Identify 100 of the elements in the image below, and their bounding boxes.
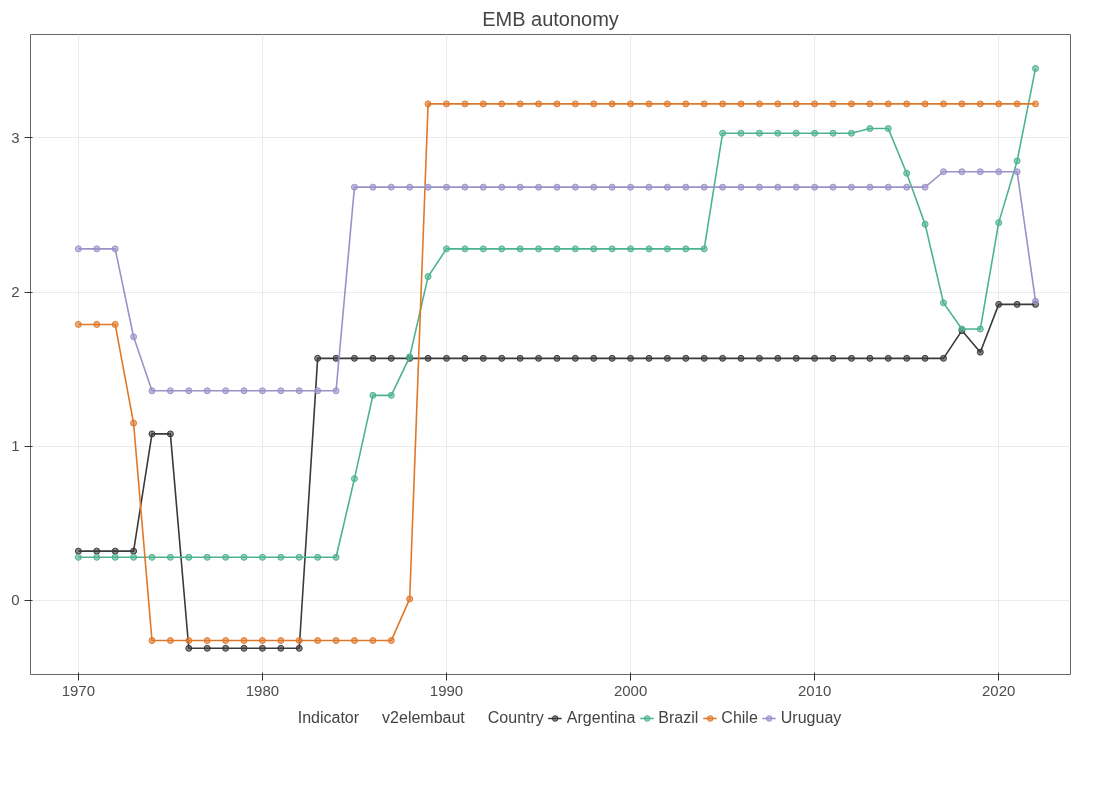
y-tick-label: 2: [11, 283, 20, 301]
point: [443, 183, 450, 191]
point: [222, 644, 230, 652]
point: [939, 168, 947, 176]
point: [424, 354, 432, 362]
point: [755, 354, 763, 362]
point: [443, 354, 450, 362]
x-tick-label: 1970: [61, 681, 96, 699]
point: [130, 547, 138, 555]
point: [516, 354, 524, 362]
point: [792, 183, 800, 191]
point: [553, 354, 561, 362]
point: [130, 553, 138, 561]
point: [995, 219, 1003, 227]
point: [148, 637, 156, 645]
point: [884, 125, 892, 133]
point: [111, 320, 119, 328]
point: [203, 637, 211, 645]
point: [498, 354, 506, 362]
point: [608, 183, 616, 191]
point: [350, 354, 358, 362]
point: [461, 100, 469, 108]
point: [663, 183, 671, 191]
point: [608, 354, 616, 362]
point: [921, 100, 929, 108]
point: [700, 245, 708, 253]
point: [479, 245, 487, 253]
point: [148, 430, 156, 438]
point: [535, 183, 543, 191]
point: [332, 354, 340, 362]
point: [682, 183, 690, 191]
point: [847, 183, 855, 191]
x-tick-label: 2020: [982, 681, 1016, 699]
point: [277, 553, 285, 561]
point: [792, 129, 800, 137]
point: [277, 644, 285, 652]
point: [590, 245, 598, 253]
point: [737, 100, 745, 108]
point: [719, 354, 727, 362]
point: [314, 553, 322, 561]
point: [976, 168, 984, 176]
point: [645, 245, 653, 253]
point: [111, 245, 119, 253]
point: [811, 129, 819, 137]
point: [755, 100, 763, 108]
point: [258, 644, 266, 652]
point: [958, 168, 966, 176]
point: [443, 100, 450, 108]
point: [1032, 64, 1040, 72]
point: [369, 183, 377, 191]
point: [700, 354, 708, 362]
point: [737, 354, 745, 362]
point: [571, 354, 579, 362]
legend-label: Argentina: [566, 709, 636, 727]
point: [700, 183, 708, 191]
point: [332, 387, 340, 395]
text: Indicator: [297, 709, 360, 727]
point: [240, 637, 248, 645]
point: [295, 637, 303, 645]
point: [774, 183, 782, 191]
point: [461, 183, 469, 191]
point: [571, 183, 579, 191]
point: [995, 300, 1003, 308]
point: [535, 100, 543, 108]
point: [976, 325, 984, 333]
point: [240, 387, 248, 395]
legend-title: Country: [487, 709, 544, 727]
point: [608, 245, 616, 253]
point: [847, 100, 855, 108]
point: [185, 644, 193, 652]
point: [387, 637, 395, 645]
y-tick-label: 1: [11, 437, 20, 455]
point: [93, 547, 101, 555]
point: [130, 419, 138, 427]
point: [461, 354, 469, 362]
point: [258, 553, 266, 561]
point: [663, 100, 671, 108]
point: [185, 553, 193, 561]
point: [884, 100, 892, 108]
x-tick-label: 2000: [613, 681, 648, 699]
point: [995, 100, 1003, 108]
point: [74, 245, 82, 253]
point: [111, 553, 119, 561]
point: [627, 100, 635, 108]
point: [939, 100, 947, 108]
point: [222, 553, 230, 561]
point: [93, 245, 101, 253]
point: [995, 168, 1003, 176]
point: [755, 129, 763, 137]
point: [627, 354, 635, 362]
legend-label: Chile: [721, 709, 758, 727]
point: [314, 637, 322, 645]
point: [277, 387, 285, 395]
point: [682, 245, 690, 253]
point: [185, 387, 193, 395]
point: [829, 183, 837, 191]
point: [387, 391, 395, 399]
chart-title: EMB autonomy: [482, 7, 619, 30]
x-tick-label: 2010: [797, 681, 832, 699]
point: [203, 387, 211, 395]
